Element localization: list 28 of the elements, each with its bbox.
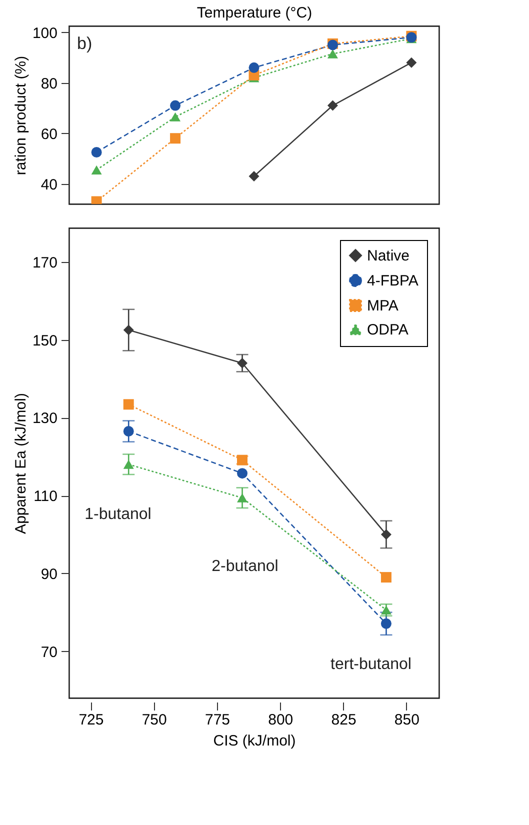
y-tick-label: 60 (40, 126, 58, 143)
y-tick-label: 130 (32, 410, 58, 428)
y-axis-title: Apparent Ea (kJ/mol) (12, 393, 30, 534)
x-tick-label: 800 (268, 712, 294, 728)
x-tick-label: 850 (394, 712, 420, 728)
annotation: b) (77, 34, 92, 53)
x-tick-label: 725 (78, 712, 104, 728)
y-tick-label: 110 (34, 488, 58, 506)
x-tick-label: 825 (331, 712, 356, 728)
legend-label: ODPA (367, 322, 408, 338)
x-tick-label: 750 (142, 712, 167, 728)
y-tick-label: 40 (40, 176, 58, 194)
y-tick-label: 80 (40, 75, 58, 92)
y-tick-label: 170 (32, 254, 58, 272)
annotation: tert-butanol (330, 656, 412, 673)
legend-label: 4-FBPA (367, 272, 418, 290)
x-axis-title: CIS (kJ/mol) (213, 732, 296, 750)
y-axis-title: ration product (%) (12, 56, 30, 176)
y-tick-label: 100 (32, 24, 58, 42)
legend-label: Native (367, 248, 410, 264)
x-tick-label: 775 (204, 712, 230, 728)
annotation: 1-butanol (84, 506, 152, 523)
y-tick-label: 70 (40, 644, 58, 661)
y-tick-label: 90 (40, 566, 58, 583)
x-axis-title: Temperature (°C) (196, 4, 312, 22)
legend-label: MPA (367, 298, 398, 314)
annotation: 2-butanol (212, 558, 278, 575)
y-tick-label: 150 (32, 332, 58, 350)
